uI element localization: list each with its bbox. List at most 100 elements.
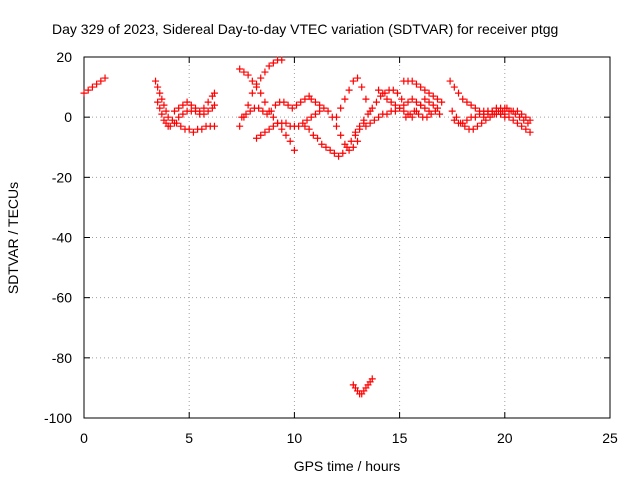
series-t9 xyxy=(307,95,362,154)
data-point xyxy=(358,83,366,91)
data-point xyxy=(263,110,271,118)
data-point xyxy=(282,131,290,139)
data-point xyxy=(375,86,383,94)
data-point xyxy=(412,80,420,88)
data-point xyxy=(259,107,267,115)
data-point xyxy=(366,119,374,127)
data-point xyxy=(484,110,492,118)
data-point xyxy=(309,131,317,139)
data-point xyxy=(370,116,378,124)
data-point xyxy=(244,71,252,79)
data-point xyxy=(522,125,530,133)
data-point xyxy=(522,113,530,121)
data-point xyxy=(423,113,431,121)
data-point xyxy=(187,101,195,109)
data-point xyxy=(200,110,208,118)
data-point xyxy=(412,98,420,106)
data-point xyxy=(463,98,471,106)
data-point xyxy=(200,104,208,112)
data-point xyxy=(261,98,269,106)
data-point xyxy=(518,110,526,118)
series-t12 xyxy=(362,95,433,130)
data-point xyxy=(450,83,458,91)
data-point xyxy=(372,98,380,106)
data-marks xyxy=(80,56,534,398)
data-point xyxy=(179,101,187,109)
data-point xyxy=(269,122,277,130)
data-point xyxy=(255,104,263,112)
data-point xyxy=(467,101,475,109)
data-point xyxy=(269,113,277,121)
data-point xyxy=(513,107,521,115)
data-point xyxy=(469,125,477,133)
data-point xyxy=(84,86,92,94)
data-point xyxy=(293,101,301,109)
data-point xyxy=(505,113,513,121)
data-point xyxy=(189,128,197,136)
data-point xyxy=(307,95,315,103)
data-point xyxy=(473,122,481,130)
data-point xyxy=(179,110,187,118)
data-point xyxy=(257,89,265,97)
data-point xyxy=(154,98,162,106)
data-point xyxy=(204,107,212,115)
data-point xyxy=(341,95,349,103)
data-point xyxy=(421,104,429,112)
data-point xyxy=(265,62,273,70)
data-point xyxy=(389,86,397,94)
data-point xyxy=(261,68,269,76)
data-point xyxy=(509,116,517,124)
data-point xyxy=(305,125,313,133)
data-point xyxy=(436,110,444,118)
data-point xyxy=(421,95,429,103)
data-point xyxy=(379,89,387,97)
data-point xyxy=(362,122,370,130)
data-point xyxy=(330,149,338,157)
series-t0 xyxy=(80,74,109,97)
data-point xyxy=(318,140,326,148)
data-point xyxy=(297,98,305,106)
data-point xyxy=(192,104,200,112)
data-point xyxy=(360,116,368,124)
data-point xyxy=(248,89,256,97)
series-t15 xyxy=(402,107,444,121)
x-tick-label: 15 xyxy=(392,430,408,446)
data-point xyxy=(253,83,261,91)
data-point xyxy=(244,101,252,109)
data-point xyxy=(448,107,456,115)
data-point xyxy=(257,131,265,139)
data-point xyxy=(398,95,406,103)
data-point xyxy=(162,107,170,115)
data-point xyxy=(240,68,248,76)
data-point xyxy=(185,125,193,133)
y-tick-label: -40 xyxy=(52,230,72,246)
data-point xyxy=(450,116,458,124)
x-tick-label: 5 xyxy=(185,430,193,446)
y-axis-label: SDTVAR / TECUs xyxy=(5,182,21,294)
data-point xyxy=(246,107,254,115)
data-point xyxy=(282,119,290,127)
y-tick-label: -20 xyxy=(52,169,72,185)
data-point xyxy=(518,122,526,130)
data-point xyxy=(196,107,204,115)
data-point xyxy=(236,122,244,130)
data-point xyxy=(280,98,288,106)
data-point xyxy=(429,101,437,109)
data-point xyxy=(433,95,441,103)
data-point xyxy=(438,98,446,106)
data-point xyxy=(478,119,486,127)
data-point xyxy=(417,83,425,91)
data-point xyxy=(341,140,349,148)
data-point xyxy=(404,98,412,106)
data-point xyxy=(257,74,265,82)
data-point xyxy=(271,101,279,109)
data-point xyxy=(301,122,309,130)
data-point xyxy=(290,146,298,154)
data-point xyxy=(337,104,345,112)
series-t20 xyxy=(349,375,376,398)
data-point xyxy=(269,59,277,67)
data-point xyxy=(156,89,164,97)
data-point xyxy=(459,95,467,103)
data-point xyxy=(488,107,496,115)
series-t1 xyxy=(152,77,218,136)
